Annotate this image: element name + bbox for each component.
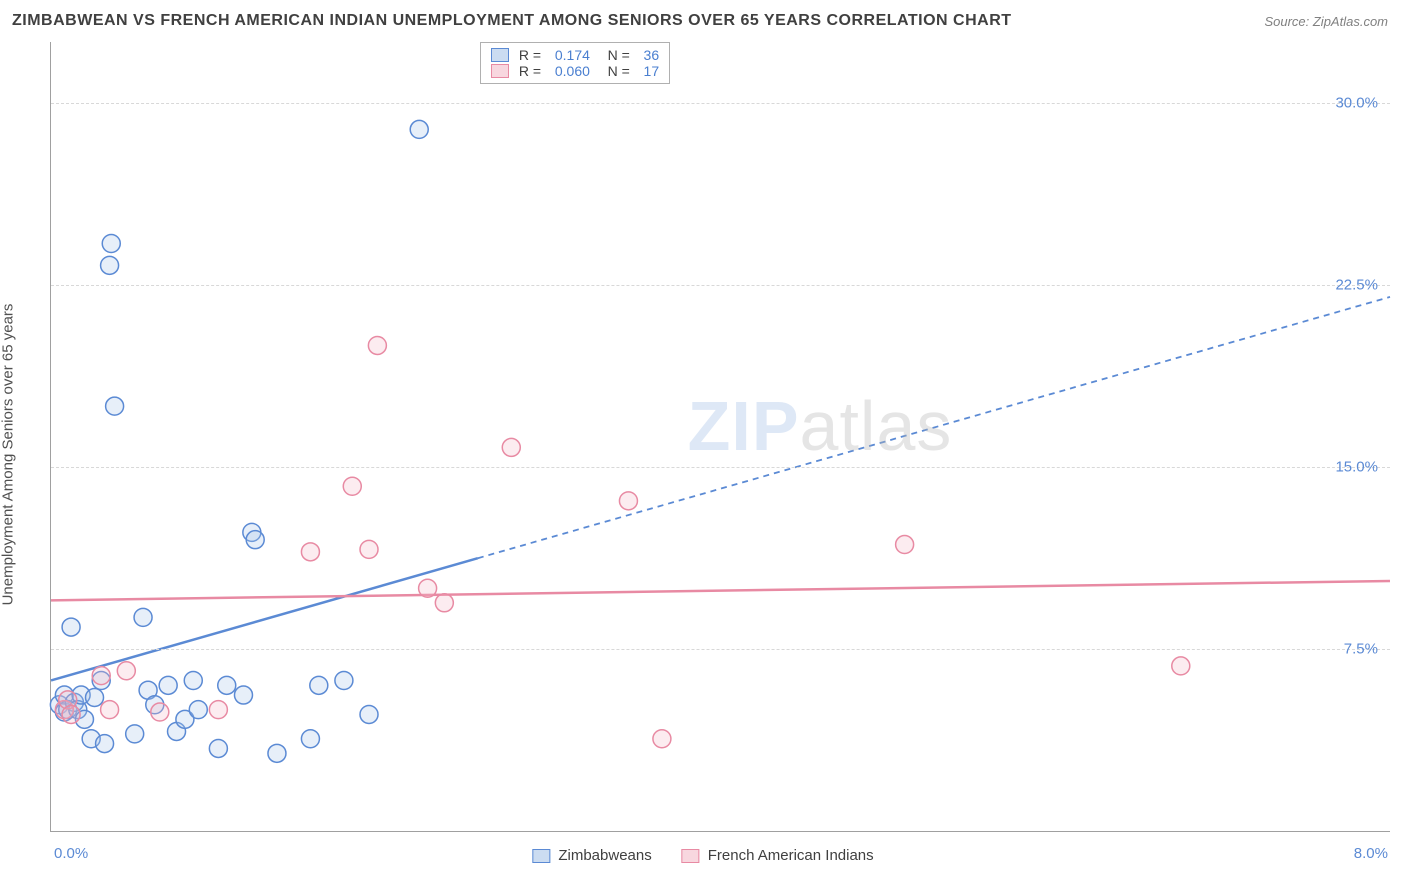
r-label: R = bbox=[515, 63, 545, 79]
legend-stat-row: R = 0.060 N = 17 bbox=[491, 63, 659, 79]
data-point bbox=[184, 671, 202, 689]
data-point bbox=[96, 735, 114, 753]
legend-item: French American Indians bbox=[682, 847, 874, 864]
data-point bbox=[343, 477, 361, 495]
data-point bbox=[101, 701, 119, 719]
n-label: N = bbox=[596, 63, 634, 79]
data-point bbox=[101, 256, 119, 274]
gridline bbox=[51, 649, 1390, 650]
chart-title: ZIMBABWEAN VS FRENCH AMERICAN INDIAN UNE… bbox=[12, 12, 1012, 30]
r-value: 0.174 bbox=[551, 47, 590, 63]
y-tick-label: 30.0% bbox=[1335, 94, 1378, 111]
r-value: 0.060 bbox=[551, 63, 590, 79]
data-point bbox=[410, 120, 428, 138]
data-point bbox=[368, 336, 386, 354]
y-axis-label: Unemployment Among Seniors over 65 years bbox=[0, 304, 17, 606]
x-tick-left: 0.0% bbox=[54, 845, 88, 862]
data-point bbox=[360, 705, 378, 723]
data-point bbox=[653, 730, 671, 748]
data-point bbox=[1172, 657, 1190, 675]
data-point bbox=[218, 676, 236, 694]
r-label: R = bbox=[515, 47, 545, 63]
data-point bbox=[301, 730, 319, 748]
data-point bbox=[209, 739, 227, 757]
data-point bbox=[619, 492, 637, 510]
data-point bbox=[435, 594, 453, 612]
y-tick-label: 15.0% bbox=[1335, 458, 1378, 475]
n-label: N = bbox=[596, 47, 634, 63]
legend-swatch bbox=[491, 48, 509, 62]
data-point bbox=[86, 688, 104, 706]
data-point bbox=[62, 705, 80, 723]
legend-swatch bbox=[682, 849, 700, 863]
data-point bbox=[360, 540, 378, 558]
x-tick-right: 8.0% bbox=[1354, 845, 1388, 862]
data-point bbox=[502, 438, 520, 456]
plot-svg bbox=[51, 42, 1390, 831]
legend-stat-row: R = 0.174 N = 36 bbox=[491, 47, 659, 63]
data-point bbox=[134, 608, 152, 626]
trend-line-dashed bbox=[478, 297, 1390, 558]
gridline bbox=[51, 103, 1390, 104]
data-point bbox=[419, 579, 437, 597]
data-point bbox=[62, 618, 80, 636]
n-value: 17 bbox=[640, 63, 659, 79]
data-point bbox=[268, 744, 286, 762]
trend-line-solid bbox=[51, 581, 1390, 600]
legend-series: Zimbabweans French American Indians bbox=[532, 847, 873, 864]
data-point bbox=[126, 725, 144, 743]
data-point bbox=[151, 703, 169, 721]
data-point bbox=[102, 234, 120, 252]
chart-container: ZIMBABWEAN VS FRENCH AMERICAN INDIAN UNE… bbox=[0, 0, 1406, 892]
data-point bbox=[106, 397, 124, 415]
gridline bbox=[51, 467, 1390, 468]
legend-stats: R = 0.174 N = 36 R = 0.060 N = 17 bbox=[480, 42, 670, 84]
trend-line-solid bbox=[51, 558, 478, 680]
data-point bbox=[117, 662, 135, 680]
y-tick-label: 7.5% bbox=[1344, 640, 1378, 657]
data-point bbox=[189, 701, 207, 719]
legend-swatch bbox=[532, 849, 550, 863]
y-tick-label: 22.5% bbox=[1335, 276, 1378, 293]
legend-label: Zimbabweans bbox=[558, 847, 651, 864]
data-point bbox=[209, 701, 227, 719]
data-point bbox=[92, 667, 110, 685]
data-point bbox=[310, 676, 328, 694]
source-label: Source: ZipAtlas.com bbox=[1264, 14, 1388, 29]
data-point bbox=[246, 531, 264, 549]
gridline bbox=[51, 285, 1390, 286]
n-value: 36 bbox=[640, 47, 659, 63]
plot-area: 7.5%15.0%22.5%30.0%ZIPatlas bbox=[50, 42, 1390, 832]
legend-swatch bbox=[491, 64, 509, 78]
data-point bbox=[301, 543, 319, 561]
legend-label: French American Indians bbox=[708, 847, 874, 864]
data-point bbox=[234, 686, 252, 704]
data-point bbox=[335, 671, 353, 689]
legend-item: Zimbabweans bbox=[532, 847, 651, 864]
data-point bbox=[896, 536, 914, 554]
data-point bbox=[159, 676, 177, 694]
